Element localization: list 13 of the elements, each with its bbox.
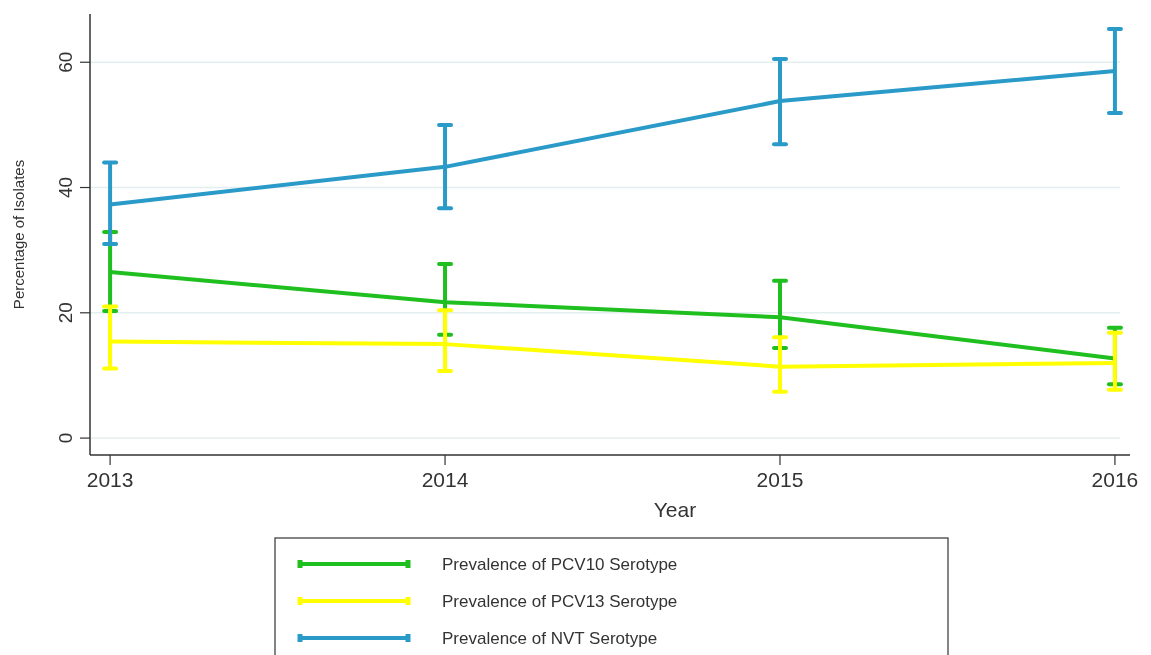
legend-label: Prevalence of PCV10 Serotype bbox=[442, 555, 678, 574]
y-axis-title: Percentage of Isolates bbox=[10, 159, 27, 310]
legend-label: Prevalence of PCV13 Serotype bbox=[442, 592, 678, 611]
x-tick-label: 2016 bbox=[1091, 468, 1139, 491]
y-tick-label: 0 bbox=[55, 432, 76, 444]
x-tick-label: 2014 bbox=[421, 468, 469, 491]
x-tick-label: 2013 bbox=[86, 468, 134, 491]
y-tick-label: 20 bbox=[55, 302, 76, 324]
legend-label: Prevalence of NVT Serotype bbox=[442, 629, 658, 648]
x-axis-title: Year bbox=[653, 498, 697, 521]
y-tick-label: 60 bbox=[55, 51, 76, 73]
x-tick-label: 2015 bbox=[756, 468, 804, 491]
y-tick-label: 40 bbox=[55, 176, 76, 199]
